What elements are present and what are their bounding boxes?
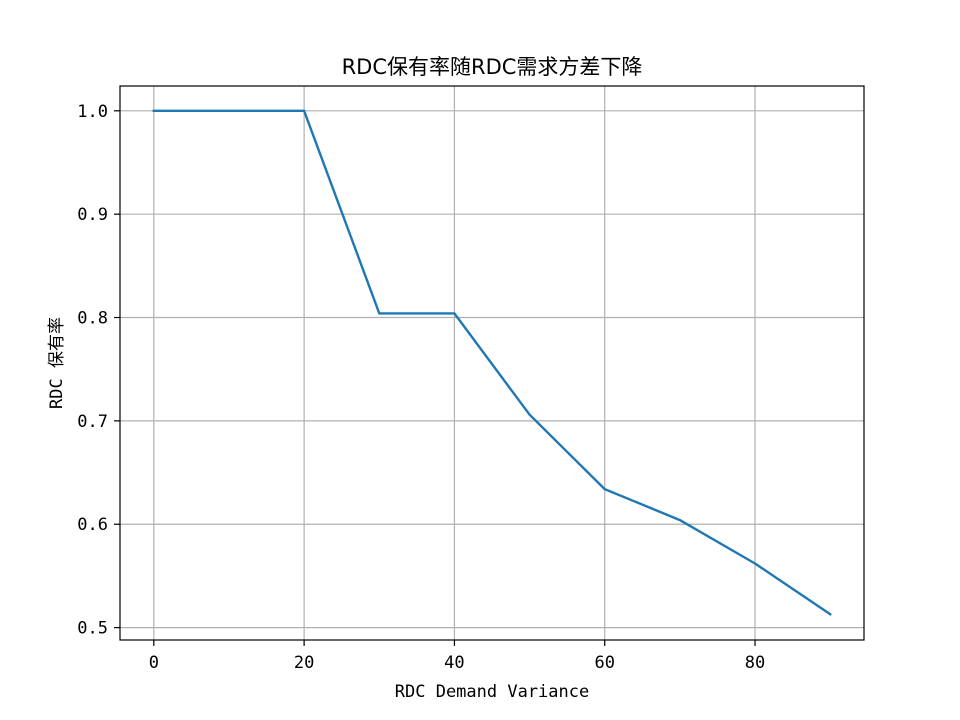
x-axis-label: RDC Demand Variance [395, 682, 589, 702]
series-line [152, 109, 832, 616]
y-tick-label: 0.6 [77, 515, 108, 535]
y-tick-label: 0.5 [77, 619, 108, 639]
y-axis-label: RDC 保有率 [47, 317, 67, 409]
y-tick-label: 0.7 [77, 412, 108, 432]
chart-title: RDC保有率随RDC需求方差下降 [342, 55, 643, 79]
y-tick-label: 0.9 [77, 205, 108, 225]
y-tick-label: 0.8 [77, 309, 108, 329]
series-layer [152, 109, 832, 616]
y-tick-label: 1.0 [77, 102, 108, 122]
x-tick-label: 20 [294, 653, 314, 673]
x-tick-label: 40 [444, 653, 464, 673]
x-tick-label: 0 [149, 653, 159, 673]
tick-layer: 0 20 40 60 80 0.5 0.6 0.7 0.8 0.9 1.0 [77, 102, 765, 673]
plot-area-frame [119, 85, 865, 641]
x-tick-label: 80 [745, 653, 765, 673]
x-tick-label: 60 [594, 653, 614, 673]
